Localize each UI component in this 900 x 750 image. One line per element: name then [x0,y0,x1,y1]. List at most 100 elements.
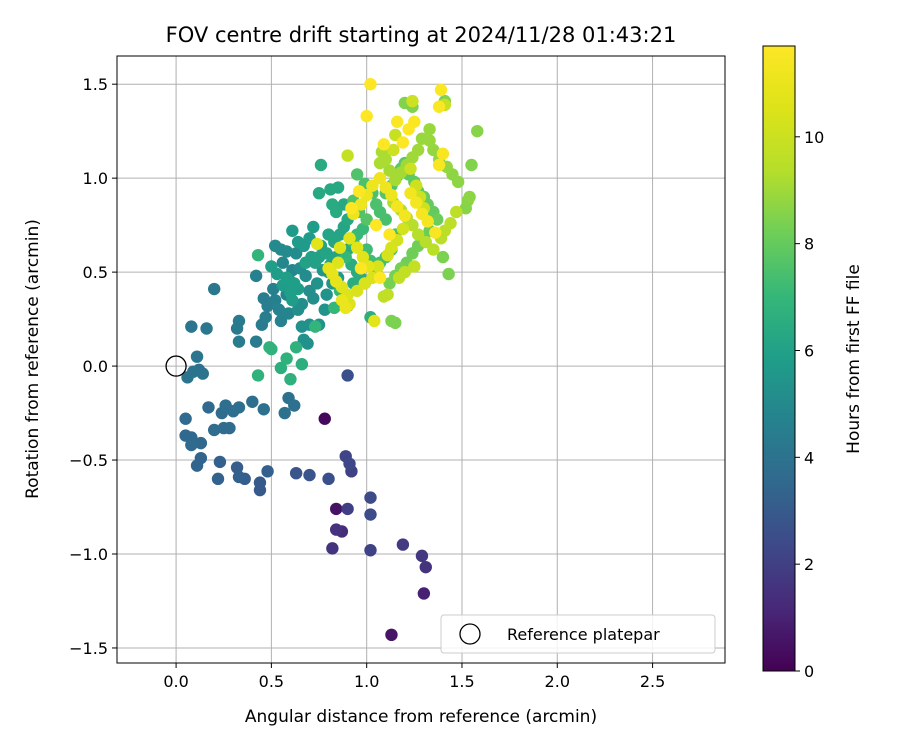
data-point [288,277,301,290]
data-point [385,628,398,642]
data-point [432,158,446,172]
data-point [434,83,448,97]
data-point [383,277,396,290]
data-point [352,185,366,198]
data-point [444,217,457,230]
data-point [272,303,286,316]
data-point [370,198,383,211]
data-point [310,277,324,290]
data-point [341,369,354,382]
data-point [390,200,404,213]
data-point [329,205,343,219]
data-point [389,173,402,187]
x-tick-label: 0.5 [259,672,284,691]
data-point [364,77,377,91]
data-point [450,205,463,219]
data-point [436,147,450,160]
data-point [295,357,309,371]
data-point [354,198,368,211]
data-point [329,275,343,288]
data-point [284,373,297,386]
data-point [381,249,394,262]
data-point [366,179,379,192]
y-tick-label: 1.0 [83,169,108,188]
data-point [341,502,354,516]
data-point [396,222,410,236]
colorbar-ticks: 0 2 4 6 8 10 [795,128,824,681]
data-point [249,335,263,348]
data-point [431,213,444,226]
data-point [442,267,455,281]
data-point [436,250,450,264]
data-point [432,100,446,113]
data-point [282,307,295,320]
data-point [406,94,419,108]
data-point [232,335,246,348]
data-point [314,158,328,172]
data-point [370,218,383,232]
data-point [396,136,410,149]
data-point [371,260,385,273]
data-point [267,282,280,296]
data-point [284,286,297,299]
data-point [310,237,324,251]
data-point [396,538,410,551]
data-point [257,292,270,305]
data-point [402,123,415,136]
data-point [368,314,381,328]
legend: Reference platepar [440,614,716,654]
data-point [257,403,270,416]
data-point [326,542,339,555]
data-point [213,455,227,469]
data-point [404,186,417,200]
data-point [268,294,282,307]
data-point [421,215,434,228]
x-axis-label: Angular distance from reference (arcmin) [245,707,597,727]
data-point [385,314,398,328]
data-point [354,262,368,275]
data-point [249,269,263,283]
data-point [261,465,274,478]
data-point [307,292,320,305]
data-point [246,395,259,408]
x-tick-label: 2.5 [640,672,665,691]
data-point [211,472,225,486]
colorbar-tick-label: 0 [804,662,814,681]
data-point [423,123,436,136]
colorbar-tick-label: 2 [804,555,814,574]
data-point [358,277,371,290]
reference-marker [165,355,187,377]
x-tick-label: 1.5 [449,672,474,691]
x-tick-label: 0.0 [163,672,188,691]
data-point [232,314,246,328]
data-point [263,341,276,354]
data-point [465,158,478,172]
data-point [383,164,396,177]
data-point [364,508,377,521]
data-point [259,311,272,324]
data-point [309,320,322,333]
data-point [350,168,364,181]
colorbar-gradient [762,45,796,672]
data-point [280,245,293,258]
grid [117,56,725,663]
data-point [223,421,236,435]
data-point [202,401,215,414]
data-point [429,226,442,239]
data-point [417,587,431,600]
x-tick-label: 2.0 [545,672,570,691]
data-point [179,429,192,442]
data-point [278,406,291,420]
data-point [345,202,358,215]
data-point [385,188,398,202]
data-point [383,228,396,241]
data-point [208,423,221,437]
data-point [251,249,265,262]
plot-frame [116,55,726,664]
data-point [333,241,347,254]
data-point [329,523,343,536]
data-point [339,301,352,315]
y-axis: −1.5 −1.0 −0.5 0.0 0.5 1.0 1.5 [69,75,117,658]
data-point [331,256,345,269]
x-tick-label: 1.0 [354,672,379,691]
